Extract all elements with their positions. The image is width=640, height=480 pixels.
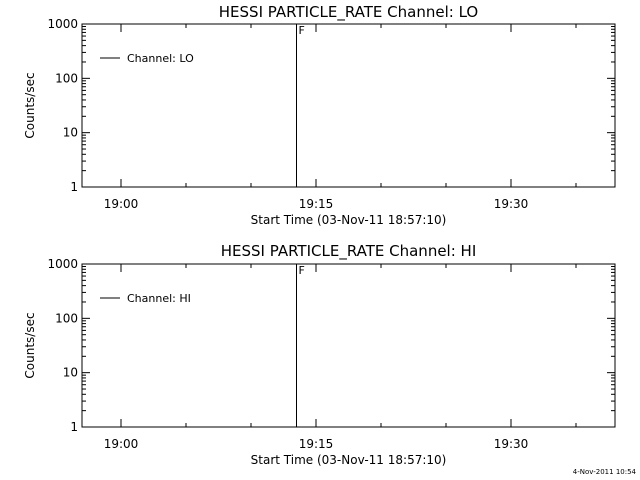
y-tick-label: 100 bbox=[55, 71, 78, 85]
timestamp-label: 4-Nov-2011 10:54 bbox=[573, 468, 637, 476]
x-tick-label: 19:30 bbox=[494, 437, 529, 451]
x-axis-label: Start Time (03-Nov-11 18:57:10) bbox=[251, 213, 447, 227]
chart-panel-1: HESSI PARTICLE_RATE Channel: LO Counts/se… bbox=[23, 3, 616, 227]
y-tick-label: 1000 bbox=[47, 17, 78, 31]
y-axis-label: Counts/sec bbox=[23, 72, 37, 138]
x-tick-label: 19:00 bbox=[104, 197, 139, 211]
legend-label: Channel: LO bbox=[127, 52, 194, 65]
x-tick-label: 19:15 bbox=[299, 437, 334, 451]
event-marker-label: F bbox=[299, 24, 305, 37]
legend-label: Channel: HI bbox=[127, 292, 191, 305]
y-axis-label: Counts/sec bbox=[23, 312, 37, 378]
chart-panel-2: HESSI PARTICLE_RATE Channel: HI Counts/se… bbox=[23, 242, 616, 467]
x-tick-label: 19:30 bbox=[494, 197, 529, 211]
plot-frame bbox=[81, 263, 616, 428]
chart-title: HESSI PARTICLE_RATE Channel: HI bbox=[221, 242, 477, 261]
y-tick-label: 1 bbox=[70, 180, 78, 194]
y-tick-label: 10 bbox=[63, 366, 78, 380]
x-axis-label: Start Time (03-Nov-11 18:57:10) bbox=[251, 453, 447, 467]
x-tick-label: 19:15 bbox=[299, 197, 334, 211]
plot-frame bbox=[81, 23, 616, 188]
x-tick-label: 19:00 bbox=[104, 437, 139, 451]
y-tick-label: 1000 bbox=[47, 257, 78, 271]
chart-title: HESSI PARTICLE_RATE Channel: LO bbox=[219, 3, 478, 22]
y-tick-label: 100 bbox=[55, 311, 78, 325]
y-tick-label: 10 bbox=[63, 126, 78, 140]
y-tick-label: 1 bbox=[70, 420, 78, 434]
event-marker-label: F bbox=[299, 264, 305, 277]
